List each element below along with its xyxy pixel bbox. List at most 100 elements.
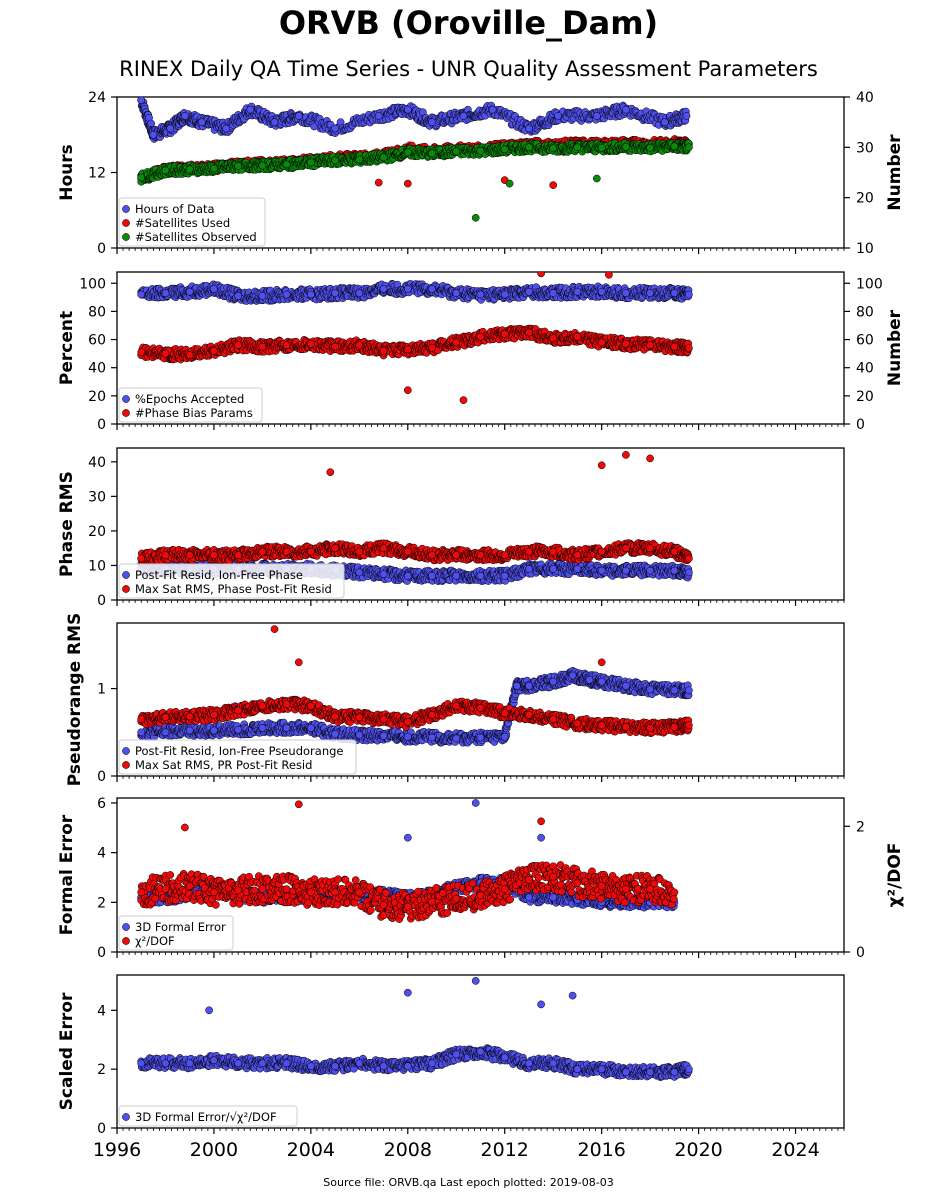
data-point: [646, 341, 654, 350]
data-point: [222, 124, 230, 133]
data-point: [379, 285, 388, 293]
data-point: [379, 153, 388, 162]
data-point: [197, 118, 206, 127]
data-point: [554, 112, 562, 120]
data-point: [331, 156, 339, 165]
data-point: [137, 290, 146, 299]
data-point: [573, 287, 582, 296]
page-title: ORVB (Oroville_Dam): [278, 4, 659, 42]
data-point: [185, 287, 194, 296]
data-point: [452, 289, 461, 297]
y2-tick-label: 30: [856, 140, 874, 156]
data-point: [505, 179, 514, 188]
data-point: [597, 143, 606, 152]
data-point: [331, 342, 339, 351]
data-point: [525, 328, 533, 337]
data-point: [646, 289, 654, 297]
data-point: [597, 338, 606, 347]
data-point: [246, 105, 255, 114]
data-point: [428, 118, 436, 127]
y-tick-label: 60: [88, 333, 106, 349]
data-point: [500, 330, 509, 338]
y2-axis-label: Number: [885, 309, 905, 386]
data-point: [374, 178, 383, 187]
legend-marker: [122, 409, 130, 417]
data-point: [403, 285, 412, 293]
data-point: [307, 339, 315, 348]
data-point: [622, 142, 630, 151]
data-point: [459, 396, 468, 404]
y-tick-label: 0: [97, 241, 106, 257]
data-point: [525, 287, 533, 296]
data-point: [355, 341, 364, 350]
legend-label: #Satellites Observed: [135, 230, 257, 244]
data-point: [185, 351, 194, 359]
data-point: [500, 145, 509, 154]
data-point: [670, 289, 679, 297]
data-point: [452, 338, 461, 347]
data-point: [258, 161, 267, 170]
data-point: [258, 342, 267, 351]
data-point: [185, 165, 194, 174]
y-tick-label: 40: [88, 361, 106, 377]
data-point: [476, 147, 485, 155]
y-tick-label: 24: [88, 90, 106, 106]
data-point: [428, 285, 436, 293]
y-tick-label: 0: [97, 417, 106, 433]
y2-tick-label: 80: [856, 304, 874, 320]
y2-tick-label: 60: [856, 333, 874, 349]
data-point: [149, 130, 158, 139]
data-point: [488, 105, 497, 114]
data-point: [476, 290, 485, 299]
data-point: [282, 341, 291, 350]
data-layer: [137, 97, 693, 222]
y2-tick-label: 20: [856, 389, 874, 405]
data-point: [682, 112, 691, 120]
data-point: [403, 386, 412, 395]
data-point: [210, 285, 218, 293]
data-point: [549, 181, 558, 189]
y2-tick-label: 40: [856, 90, 874, 106]
page-subtitle: RINEX Daily QA Time Series - UNR Quality…: [119, 57, 818, 81]
legend-marker: [122, 395, 130, 403]
data-point: [307, 158, 315, 167]
legend-marker: [122, 233, 130, 241]
y-tick-label: 80: [88, 304, 106, 320]
legend-label: Hours of Data: [135, 202, 215, 216]
data-point: [549, 144, 558, 153]
data-point: [660, 118, 669, 127]
y-axis-label: Percent: [57, 311, 77, 385]
data-point: [573, 332, 582, 341]
y2-tick-label: 20: [856, 191, 874, 207]
data-point: [685, 143, 693, 152]
legend-label: #Phase Bias Params: [135, 406, 253, 420]
y2-tick-label: 100: [856, 276, 883, 292]
data-point: [592, 174, 601, 183]
data-point: [573, 143, 582, 152]
data-point: [525, 143, 533, 152]
data-point: [428, 344, 436, 352]
data-point: [685, 344, 693, 352]
data-point: [210, 346, 218, 355]
data-point: [605, 272, 613, 279]
data-point: [646, 143, 654, 152]
data-point: [597, 287, 606, 296]
data-point: [137, 97, 146, 104]
data-point: [670, 142, 679, 151]
data-point: [355, 289, 364, 297]
data-point: [374, 112, 383, 120]
data-point: [685, 290, 693, 299]
data-point: [282, 290, 291, 299]
data-point: [234, 341, 243, 350]
data-point: [452, 147, 461, 156]
data-point: [622, 339, 630, 348]
data-point: [525, 124, 533, 133]
series-3: [137, 138, 693, 222]
data-point: [403, 179, 412, 188]
data-point: [500, 290, 509, 299]
data-point: [476, 332, 485, 341]
y-tick-label: 12: [88, 166, 106, 182]
y2-axis-label: Number: [885, 134, 905, 211]
